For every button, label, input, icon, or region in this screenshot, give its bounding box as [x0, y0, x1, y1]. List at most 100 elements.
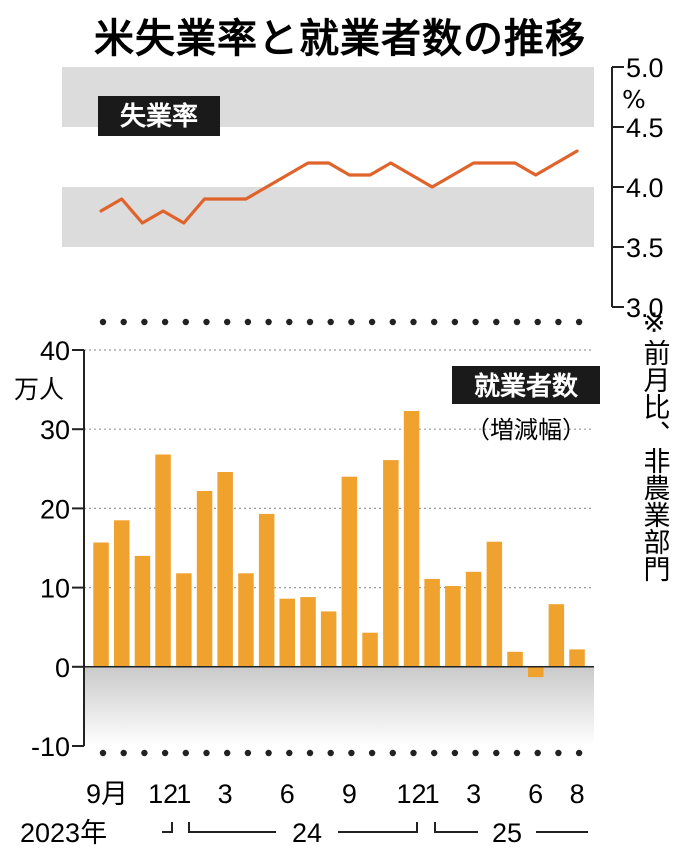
employment-tick-label: 20 [40, 494, 70, 524]
separator-dot [120, 749, 127, 757]
employment-bar [362, 632, 378, 667]
employment-bar [507, 651, 523, 667]
separator-dot [348, 749, 355, 757]
separator-dot [286, 318, 293, 326]
separator-dot [368, 318, 376, 326]
employment-bar [528, 666, 544, 678]
employment-bar [93, 542, 109, 667]
separator-dot [555, 749, 562, 757]
employment-bar [279, 598, 295, 667]
x-tick-label: 12 [396, 779, 426, 809]
unemployment-line [99, 149, 579, 225]
separator-dot [224, 749, 231, 757]
separator-dot [161, 318, 169, 326]
separator-dot [472, 318, 479, 326]
employment-panel: 40 30 20 10 0 -10 万人 就業者数 （増減幅） ※前月比、非農業部門 [14, 308, 670, 762]
employment-bar [217, 472, 233, 667]
unemployment-y-axis: 5.0 4.5 4.0 3.5 3.0 [611, 53, 664, 323]
employment-tick-label: 40 [40, 336, 70, 366]
unemployment-tick-label: 4.5 [626, 113, 664, 143]
employment-label: 就業者数 [474, 372, 579, 402]
separator-dot [99, 749, 107, 757]
employment-unit: 万人 [14, 375, 64, 404]
separator-dot [368, 749, 376, 757]
unemployment-label-tag [98, 96, 220, 136]
employment-y-axis: 40 30 20 10 0 -10 [31, 336, 594, 762]
unemployment-unit: % [622, 85, 646, 114]
separator-dot [451, 318, 459, 326]
separator-dot [244, 318, 252, 326]
employment-bar [320, 611, 337, 667]
unemployment-band [62, 187, 594, 247]
employment-bar [486, 541, 503, 667]
employment-bar [176, 573, 192, 667]
separator-dot [120, 318, 127, 326]
separator-dot [265, 749, 272, 757]
separator-dot [472, 749, 479, 757]
x-tick-label: 3 [466, 779, 481, 809]
employment-note: ※前月比、非農業部門 [639, 308, 671, 582]
dotted-separators [99, 318, 583, 757]
employment-bar [424, 578, 440, 667]
year-bracket [188, 822, 276, 833]
separator-dot [286, 749, 293, 757]
separator-dot [141, 749, 148, 757]
employment-bar [300, 597, 316, 667]
x-tick-label: 12 [148, 779, 178, 809]
unemployment-tick-label: 3.0 [626, 293, 664, 323]
separator-dot [493, 749, 500, 757]
employment-bar [445, 586, 461, 667]
unemployment-panel: 失業率 5.0 4.5 4.0 3.5 3.0 % [62, 53, 664, 323]
separator-dot [410, 318, 417, 326]
separator-dot [161, 749, 169, 757]
employment-bar [238, 573, 254, 667]
employment-bar [114, 520, 130, 667]
x-tick-label: 1 [425, 779, 440, 809]
separator-dot [327, 318, 334, 326]
employment-bar [196, 491, 213, 667]
separator-dot [493, 318, 500, 326]
x-tick-label: 6 [280, 779, 295, 809]
separator-dot [99, 318, 107, 326]
employment-bar [134, 555, 151, 667]
employment-bar [383, 460, 399, 667]
employment-label-tag [452, 366, 600, 404]
employment-bar [155, 454, 171, 667]
chart-title: 米失業率と就業者数の推移 [94, 16, 586, 62]
employment-tick-label: -10 [31, 732, 70, 762]
separator-dot [575, 749, 583, 757]
separator-dot [389, 318, 396, 326]
separator-dot [451, 749, 459, 757]
employment-tick-label: 0 [55, 653, 70, 683]
x-tick-label: 9月 [86, 779, 128, 809]
separator-dot [306, 318, 314, 326]
separator-dot [306, 749, 314, 757]
employment-bar [258, 513, 275, 667]
unemployment-tick-label: 5.0 [626, 53, 664, 83]
separator-dot [431, 318, 438, 326]
separator-dot [575, 318, 583, 326]
negative-zone [84, 666, 594, 746]
employment-bar [403, 411, 420, 667]
separator-dot [534, 749, 541, 757]
separator-dot [182, 749, 189, 757]
separator-dot [182, 318, 189, 326]
x-tick-label: 3 [218, 779, 233, 809]
employment-bar [465, 571, 482, 667]
x-tick-label: 9 [342, 779, 357, 809]
employment-tick-label: 30 [40, 415, 70, 445]
year-label: 25 [492, 818, 522, 848]
separator-dot [348, 318, 355, 326]
separator-dot [534, 318, 541, 326]
separator-dot [203, 749, 210, 757]
separator-dot [555, 318, 562, 326]
separator-dot [513, 749, 521, 757]
year-bracket [162, 822, 173, 833]
separator-dot [431, 749, 438, 757]
year-bracket [338, 822, 418, 833]
separator-dot [389, 749, 396, 757]
employment-bars [93, 411, 585, 678]
year-label: 24 [292, 818, 322, 848]
